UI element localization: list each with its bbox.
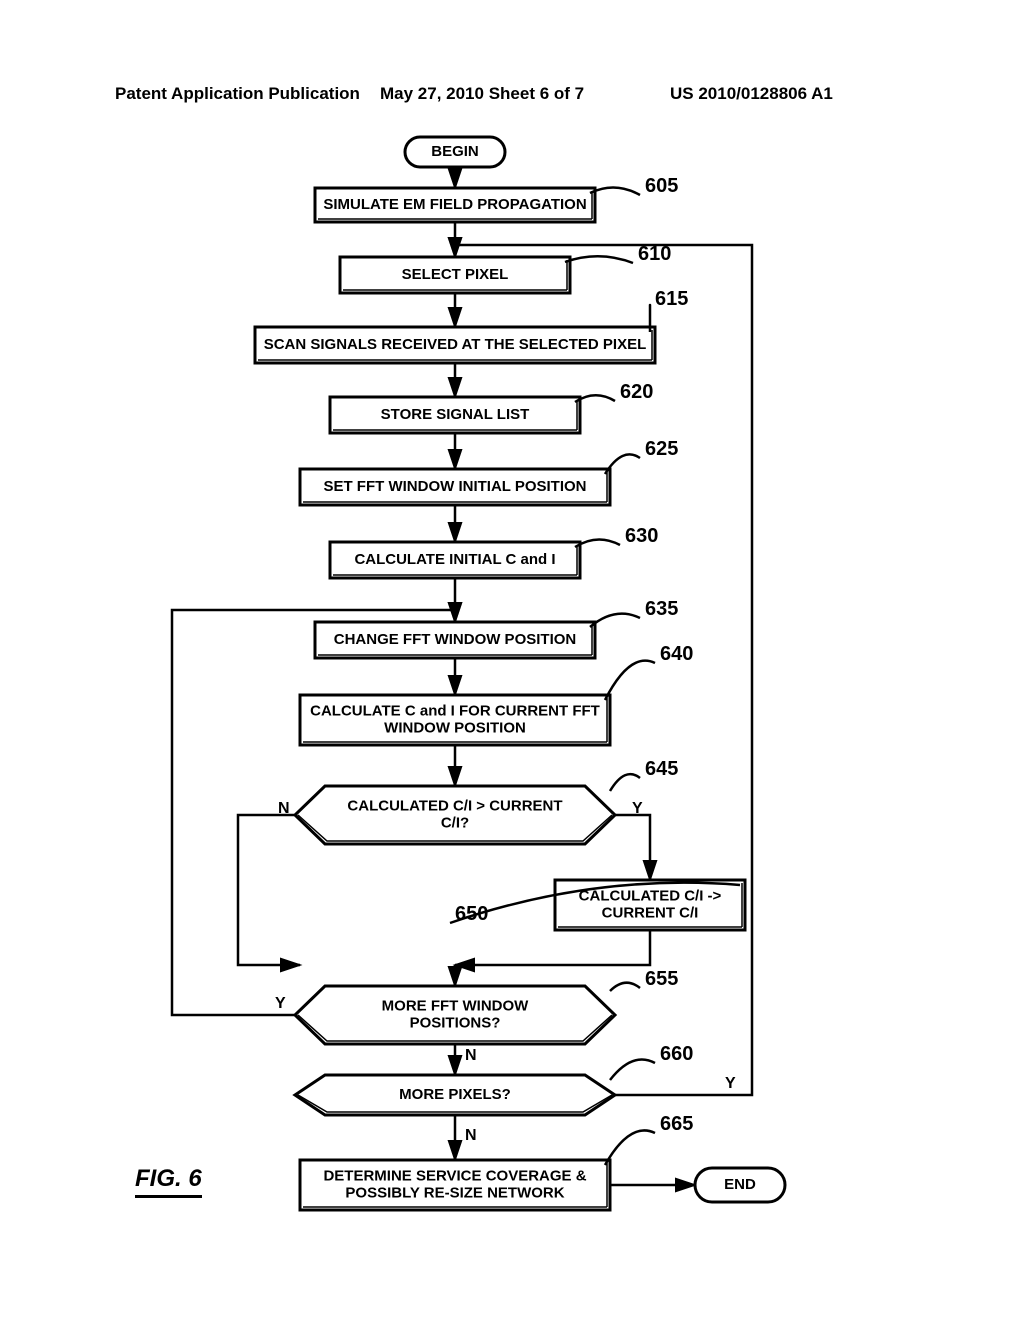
node-label-n650: CURRENT C/I xyxy=(602,904,699,921)
node-label-n620: STORE SIGNAL LIST xyxy=(381,406,530,423)
node-label-end: END xyxy=(724,1176,756,1193)
node-label-n655: POSITIONS? xyxy=(410,1014,501,1031)
edge-label: Y xyxy=(275,995,286,1012)
ref-connector-645 xyxy=(610,774,640,791)
edge-label: N xyxy=(465,1127,477,1144)
ref-connector-605 xyxy=(590,187,640,195)
ref-650: 650 xyxy=(455,903,488,925)
node-label-n640: CALCULATE C and I FOR CURRENT FFT xyxy=(310,702,600,719)
ref-625: 625 xyxy=(645,438,678,460)
node-label-n665: POSSIBLY RE-SIZE NETWORK xyxy=(345,1184,564,1201)
ref-connector-665 xyxy=(605,1130,655,1165)
node-label-n660: MORE PIXELS? xyxy=(399,1086,511,1103)
ref-620: 620 xyxy=(620,381,653,403)
node-label-n665: DETERMINE SERVICE COVERAGE & xyxy=(323,1167,586,1184)
edge-n645-n650 xyxy=(615,815,650,880)
node-label-n640: WINDOW POSITION xyxy=(384,719,526,736)
node-label-begin: BEGIN xyxy=(431,143,479,160)
node-label-n650: CALCULATED C/I -> xyxy=(579,887,722,904)
ref-610: 610 xyxy=(638,243,671,265)
ref-635: 635 xyxy=(645,598,678,620)
ref-connector-660 xyxy=(610,1059,655,1080)
node-label-n655: MORE FFT WINDOW xyxy=(382,997,529,1014)
node-label-n635: CHANGE FFT WINDOW POSITION xyxy=(334,631,576,648)
edge-label: Y xyxy=(725,1075,736,1092)
ref-645: 645 xyxy=(645,758,678,780)
node-label-n625: SET FFT WINDOW INITIAL POSITION xyxy=(323,478,586,495)
ref-connector-640 xyxy=(605,661,655,700)
edge-n650-merge1 xyxy=(455,930,650,965)
ref-connector-655 xyxy=(610,983,640,991)
ref-615: 615 xyxy=(655,288,688,310)
ref-655: 655 xyxy=(645,968,678,990)
edge-label: N xyxy=(465,1047,477,1064)
ref-connector-630 xyxy=(575,539,620,547)
node-label-n630: CALCULATE INITIAL C and I xyxy=(354,551,555,568)
ref-640: 640 xyxy=(660,643,693,665)
node-label-n605: SIMULATE EM FIELD PROPAGATION xyxy=(323,196,586,213)
ref-connector-635 xyxy=(590,614,640,627)
node-label-n610: SELECT PIXEL xyxy=(402,266,509,283)
edge-n660-n610 xyxy=(455,245,752,1095)
ref-630: 630 xyxy=(625,525,658,547)
ref-connector-610 xyxy=(565,256,633,263)
flowchart-canvas: Y N Y N Y N BEGIN SIMULATE EM FIELD PROPAGATION… xyxy=(0,0,1024,1320)
ref-665: 665 xyxy=(660,1113,693,1135)
edge-n645-merge1 xyxy=(238,815,300,965)
edge-label: Y xyxy=(632,800,643,817)
ref-605: 605 xyxy=(645,175,678,197)
node-label-n615: SCAN SIGNALS RECEIVED AT THE SELECTED PI… xyxy=(264,336,647,353)
node-label-n645: CALCULATED C/I > CURRENT xyxy=(347,797,562,814)
ref-660: 660 xyxy=(660,1043,693,1065)
node-label-n645: C/I? xyxy=(441,814,469,831)
edge-label: N xyxy=(278,800,290,817)
